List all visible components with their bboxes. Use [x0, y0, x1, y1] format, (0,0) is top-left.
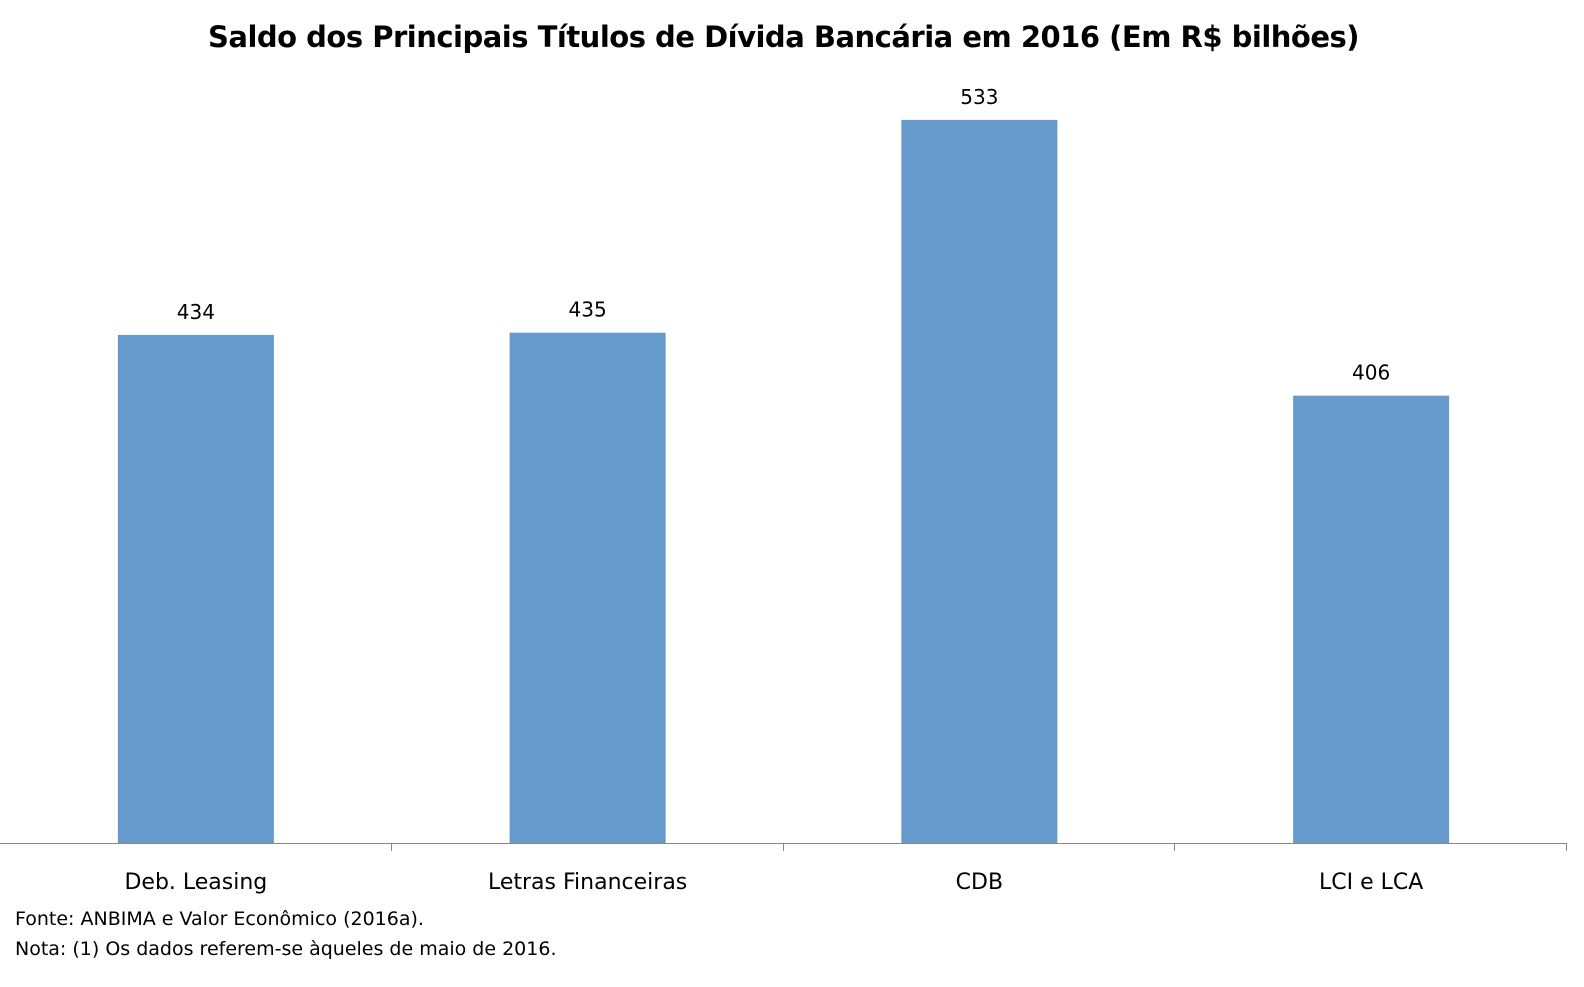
data-label: 406 — [1352, 361, 1390, 385]
data-label: 533 — [960, 85, 998, 109]
category-label: LCI e LCA — [1319, 870, 1423, 895]
category-label: Letras Financeiras — [488, 870, 687, 895]
data-label: 435 — [569, 298, 607, 322]
bar — [509, 332, 666, 843]
source-note: Fonte: ANBIMA e Valor Econômico (2016a). — [15, 908, 424, 930]
bar — [1293, 395, 1450, 843]
category-label: Deb. Leasing — [124, 870, 267, 895]
category-label: CDB — [956, 870, 1003, 895]
footnote: Nota: (1) Os dados referem-se àqueles de… — [15, 938, 557, 960]
bar — [117, 334, 274, 843]
bar — [901, 119, 1058, 843]
chart-title: Saldo dos Principais Títulos de Dívida B… — [207, 20, 1360, 54]
data-label: 434 — [177, 300, 215, 324]
